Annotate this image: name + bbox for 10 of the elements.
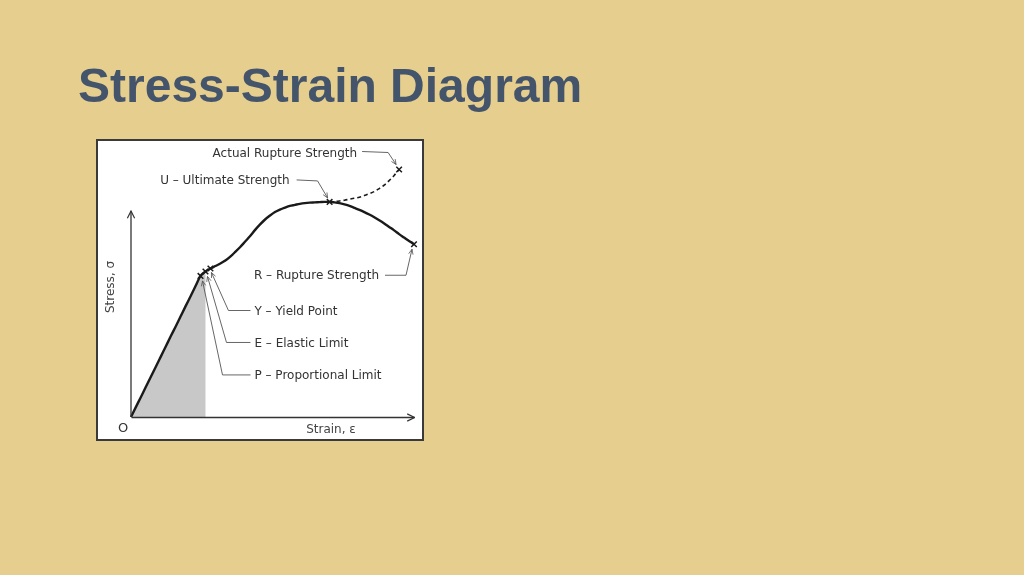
y-axis-title: Stress, σ — [103, 260, 117, 314]
annotation: P – Proportional Limit — [254, 368, 382, 383]
annotation: E – Elastic Limit — [254, 335, 349, 350]
annotation: Y – Yield Point — [253, 303, 338, 318]
chart-title: Stress-Strain Diagram — [78, 59, 583, 112]
annotation: U – Ultimate Strength — [160, 173, 290, 188]
text: Actual Rupture Strength — [212, 145, 358, 160]
annotation: R – Rupture Strength — [253, 268, 379, 283]
text: O — [117, 419, 129, 435]
x-axis-title: Strain, ε — [306, 422, 356, 436]
